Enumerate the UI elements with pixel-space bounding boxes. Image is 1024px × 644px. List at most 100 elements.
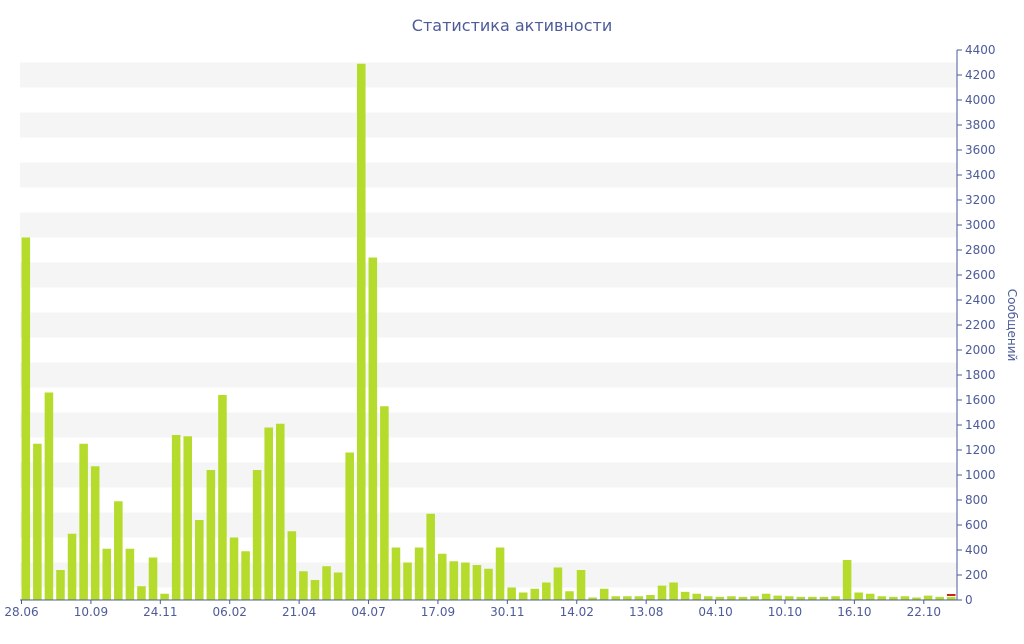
bar	[831, 596, 840, 600]
bar	[437, 553, 447, 600]
bar	[380, 406, 389, 600]
bar	[299, 571, 308, 600]
bar	[461, 562, 470, 600]
bar	[287, 531, 297, 600]
bar	[796, 596, 806, 600]
bar	[391, 547, 401, 600]
x-tick-label: 13.08	[629, 605, 663, 619]
bars	[21, 63, 956, 600]
bar	[114, 501, 123, 600]
bar	[44, 392, 54, 600]
bar	[669, 582, 678, 600]
bar	[889, 596, 898, 600]
bar	[102, 548, 112, 600]
bar	[495, 547, 505, 600]
bar	[854, 592, 863, 600]
y-tick-label: 800	[965, 493, 988, 507]
y-tick-label: 1800	[965, 368, 996, 382]
bar	[657, 585, 667, 600]
bar	[125, 548, 135, 600]
bar	[750, 596, 759, 600]
bar	[229, 537, 239, 600]
bar	[865, 593, 875, 600]
bar	[310, 580, 320, 600]
y-tick-label: 3000	[965, 218, 996, 232]
y-tick-label: 2000	[965, 343, 996, 357]
y-tick-label: 4400	[965, 43, 996, 57]
bar	[403, 562, 412, 600]
bar	[56, 570, 65, 600]
bar	[507, 587, 516, 600]
y-tick-label: 400	[965, 543, 988, 557]
bar	[900, 596, 910, 600]
bar	[518, 592, 528, 600]
bar	[345, 452, 354, 600]
grid-band	[20, 462, 957, 488]
bar	[356, 63, 366, 600]
bar	[195, 520, 204, 600]
bar	[449, 561, 459, 600]
y-tick-label: 200	[965, 568, 988, 582]
chart-title: Статистика активности	[412, 16, 612, 35]
y-axis-label: Сообщений	[1005, 289, 1019, 362]
grid-band	[20, 512, 957, 538]
y-tick-label: 3200	[965, 193, 996, 207]
x-tick-label: 14.02	[560, 605, 594, 619]
bar	[727, 596, 736, 600]
bar	[183, 436, 193, 600]
bar	[611, 596, 621, 600]
y-tick-label: 1200	[965, 443, 996, 457]
bar	[472, 565, 482, 600]
y-tick-label: 2200	[965, 318, 996, 332]
y-tick-label: 2600	[965, 268, 996, 282]
bar	[426, 513, 435, 600]
bar	[784, 596, 794, 600]
y-tick-label: 1400	[965, 418, 996, 432]
bar	[368, 257, 378, 600]
bar	[634, 596, 644, 600]
y-tick-label: 0	[965, 593, 973, 607]
grid-band	[20, 362, 957, 388]
bar	[704, 596, 713, 600]
bar	[79, 443, 88, 600]
bar	[623, 596, 632, 600]
y-tick-label: 600	[965, 518, 988, 532]
bar	[264, 427, 273, 600]
bar	[90, 466, 100, 600]
x-tick-label: 16.10	[837, 605, 871, 619]
y-tick-label: 3600	[965, 143, 996, 157]
bar	[715, 596, 725, 600]
bar	[935, 596, 944, 600]
x-ticks: 28.06 10.09 24.11 06.02 21.04 04.07 17.09 30.11…	[4, 600, 941, 619]
bar	[599, 588, 609, 600]
bar	[160, 593, 169, 600]
bar	[576, 570, 586, 600]
bar	[67, 533, 77, 600]
bar	[692, 593, 702, 600]
bar	[275, 423, 285, 600]
y-ticks: 0 200 400 600 800 1000 1200 1400 1600 1800 2000 220…	[957, 43, 996, 607]
x-tick-label: 10.09	[74, 605, 108, 619]
bar	[206, 470, 216, 600]
bar	[530, 588, 540, 600]
y-tick-label: 4200	[965, 68, 996, 82]
y-tick-label: 2800	[965, 243, 996, 257]
bar	[33, 443, 42, 600]
x-tick-label: 06.02	[213, 605, 247, 619]
grid-band	[20, 112, 957, 138]
grid-band	[20, 262, 957, 288]
bar	[171, 435, 181, 600]
bar	[553, 567, 563, 600]
x-tick-label: 04.07	[351, 605, 385, 619]
y-tick-label: 3400	[965, 168, 996, 182]
y-tick-label: 1000	[965, 468, 996, 482]
highlight-bar	[946, 594, 956, 596]
bar	[819, 596, 829, 600]
grid-band	[20, 212, 957, 238]
bar	[946, 596, 956, 600]
x-tick-label: 28.06	[4, 605, 38, 619]
bar	[322, 566, 331, 600]
bar	[484, 568, 493, 600]
bar	[912, 597, 921, 600]
